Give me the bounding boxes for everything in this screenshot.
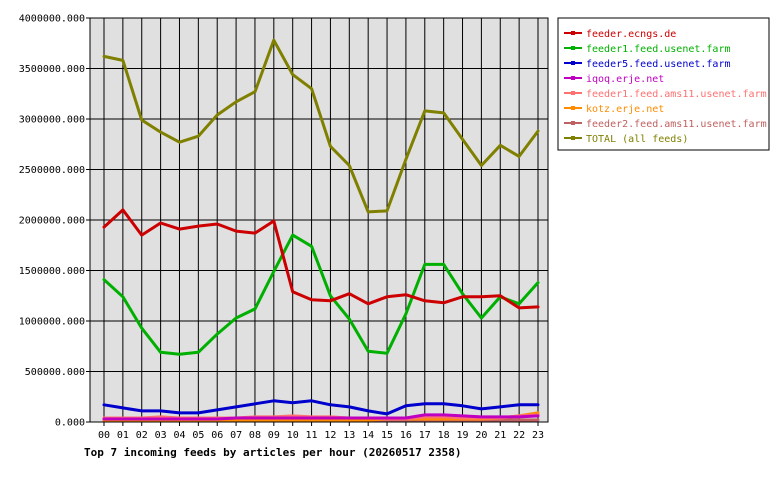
y-tick-label: 2500000.000: [19, 165, 85, 176]
x-tick-label: 13: [343, 430, 355, 441]
x-tick-label: 09: [268, 430, 280, 441]
series-line-feeder5-feed-usenet-farm: [102, 399, 540, 416]
y-tick-label: 4000000.000: [19, 14, 85, 25]
x-tick-label: 17: [419, 430, 431, 441]
chart-title: Top 7 incoming feeds by articles per hou…: [84, 446, 462, 459]
legend-marker: [571, 91, 575, 95]
x-tick-label: 03: [155, 430, 167, 441]
plot-frame: [89, 17, 549, 423]
legend-marker: [571, 76, 575, 80]
x-tick-label: 23: [532, 430, 544, 441]
y-tick-label: 500000.000: [25, 367, 85, 378]
x-tick-label: 08: [249, 430, 261, 441]
legend-label: TOTAL (all feeds): [586, 134, 688, 145]
legend-marker: [571, 31, 575, 35]
series-line-total-all-feeds-: [102, 38, 540, 214]
x-tick-label: 16: [400, 430, 412, 441]
x-tick-label: 18: [438, 430, 450, 441]
x-tick-label: 06: [211, 430, 223, 441]
grid: [90, 18, 548, 422]
y-tick-label: 1000000.000: [19, 317, 85, 328]
y-axis: 0.000 500000.000 1000000.000 1500000.000 200…: [19, 14, 90, 429]
y-tick-label: 1500000.000: [19, 266, 85, 277]
legend-box: [557, 17, 770, 151]
x-tick-label: 12: [324, 430, 336, 441]
legend-label: feeder1.feed.ams11.usenet.farm: [586, 89, 767, 100]
x-tick-label: 14: [362, 430, 374, 441]
x-tick-label: 11: [306, 430, 318, 441]
x-tick-label: 10: [287, 430, 299, 441]
x-tick-label: 02: [136, 430, 148, 441]
y-tick-label: 3000000.000: [19, 115, 85, 126]
y-tick-label: 3500000.000: [19, 64, 85, 75]
series-line-feeder-ecngs-de: [102, 208, 540, 310]
legend-marker: [571, 121, 575, 125]
x-tick-label: 22: [513, 430, 525, 441]
series-lines: [102, 38, 540, 423]
legend-label: feeder.ecngs.de: [586, 29, 676, 40]
legend-label: iqoq.erje.net: [586, 74, 664, 85]
x-tick-label: 00: [98, 430, 110, 441]
legend-label: feeder1.feed.usenet.farm: [586, 44, 731, 55]
legend: feeder.ecngs.de feeder1.feed.usenet.farm f…: [557, 17, 770, 151]
x-tick-label: 07: [230, 430, 242, 441]
legend-label: kotz.erje.net: [586, 104, 664, 115]
series-line-iqoq-erje-net: [102, 413, 540, 421]
y-tick-label: 2000000.000: [19, 216, 85, 227]
x-axis: 00 01 02 03 04 05 06 07 08 09 10 11 12 13 14 15 16 17 18 19…: [98, 422, 544, 441]
x-tick-label: 19: [456, 430, 468, 441]
x-tick-label: 21: [494, 430, 506, 441]
legend-marker: [571, 136, 575, 140]
legend-label: feeder5.feed.usenet.farm: [586, 59, 731, 70]
x-tick-label: 15: [381, 430, 393, 441]
legend-marker: [571, 61, 575, 65]
x-tick-label: 20: [475, 430, 487, 441]
x-tick-label: 04: [173, 430, 185, 441]
legend-marker: [571, 46, 575, 50]
y-tick-label: 0.000: [55, 418, 85, 429]
legend-label: feeder2.feed.ams11.usenet.farm: [586, 119, 767, 130]
legend-marker: [571, 106, 575, 110]
x-tick-label: 05: [192, 430, 204, 441]
x-tick-label: 01: [117, 430, 129, 441]
